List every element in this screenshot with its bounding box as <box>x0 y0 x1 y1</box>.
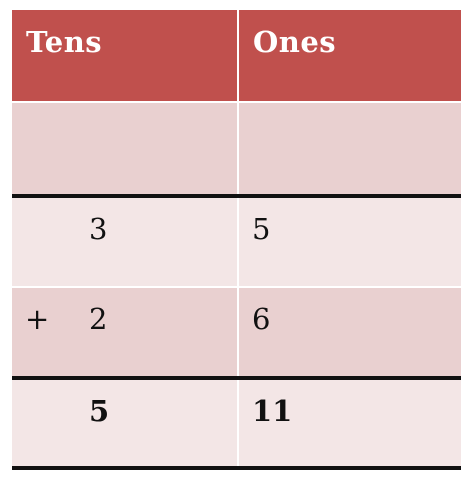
addend2-tens-cell: + 2 <box>12 288 237 376</box>
place-value-table: Tens Ones 3 5 + 2 6 5 11 <box>12 10 461 470</box>
addend1-ones: 5 <box>252 212 271 246</box>
plus-sign: + <box>25 302 50 336</box>
addend2-tens: 2 <box>89 302 108 336</box>
header-tens: Tens <box>26 25 103 59</box>
addend1-ones-cell: 5 <box>237 198 461 286</box>
addend2-ones-cell: 6 <box>237 288 461 376</box>
top-rule <box>12 194 461 198</box>
blank-ones-cell <box>237 103 461 194</box>
addend-row-2: + 2 6 <box>12 286 461 376</box>
blank-tens-cell <box>12 103 237 194</box>
sum-tens-cell: 5 <box>12 380 237 466</box>
header-row: Tens Ones <box>12 10 461 101</box>
sum-ones: 11 <box>252 394 293 428</box>
addend1-tens-cell: 3 <box>12 198 237 286</box>
addend1-tens: 3 <box>89 212 108 246</box>
blank-row <box>12 101 461 194</box>
sum-rule <box>12 376 461 380</box>
addend-row-1: 3 5 <box>12 198 461 286</box>
bottom-rule <box>12 466 461 470</box>
header-ones: Ones <box>237 10 461 101</box>
sum-tens: 5 <box>89 394 110 428</box>
sum-row: 5 11 <box>12 380 461 466</box>
addend2-ones: 6 <box>252 302 271 336</box>
sum-ones-cell: 11 <box>237 380 461 466</box>
